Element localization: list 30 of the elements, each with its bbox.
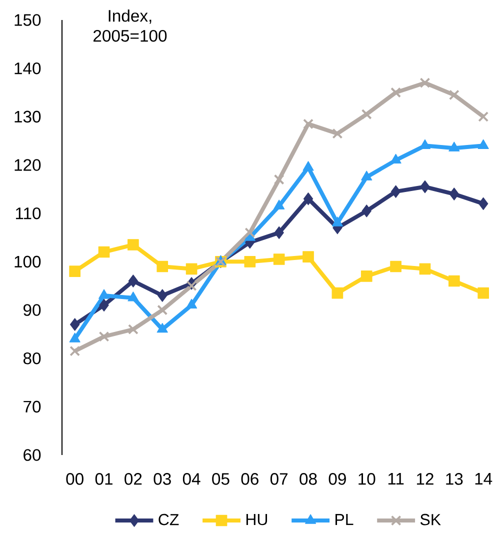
x-tick-label: 14 [475,473,492,485]
x-tick-label: 11 [388,473,404,485]
x-tick-label: 09 [328,473,346,485]
legend-label: SK [420,514,441,526]
x-tick-label: 02 [124,473,142,485]
y-tick-label: 110 [16,207,41,220]
y-tick-label: 70 [24,400,41,413]
legend-label: PL [336,514,354,526]
x-tick-label: 06 [241,473,258,485]
x-tick-label: 13 [446,473,463,485]
y-tick-label: 150 [14,14,41,26]
x-tick-label: 03 [154,473,171,485]
y-tick-label: 130 [14,110,41,123]
x-tick-label: 05 [212,473,230,485]
legend-label: HU [246,514,268,526]
x-tick-label: 12 [416,473,434,485]
x-tick-label: 04 [182,473,200,485]
y-tick-label: 140 [14,62,41,74]
y-tick-label: 120 [14,159,41,171]
y-axis-title: Index, 2005=100 [94,9,167,42]
legend-label: CZ [158,514,179,526]
y-tick-label: 90 [24,304,41,316]
y-tick-label: 60 [24,449,41,461]
x-tick-label: 08 [300,473,317,485]
y-tick-label: 80 [23,352,41,364]
x-tick-label: 01 [95,473,112,485]
y-tick-label: 100 [14,256,41,268]
x-tick-label: 10 [358,473,376,485]
x-tick-label: 00 [66,473,84,485]
x-tick-label: 07 [270,473,288,485]
